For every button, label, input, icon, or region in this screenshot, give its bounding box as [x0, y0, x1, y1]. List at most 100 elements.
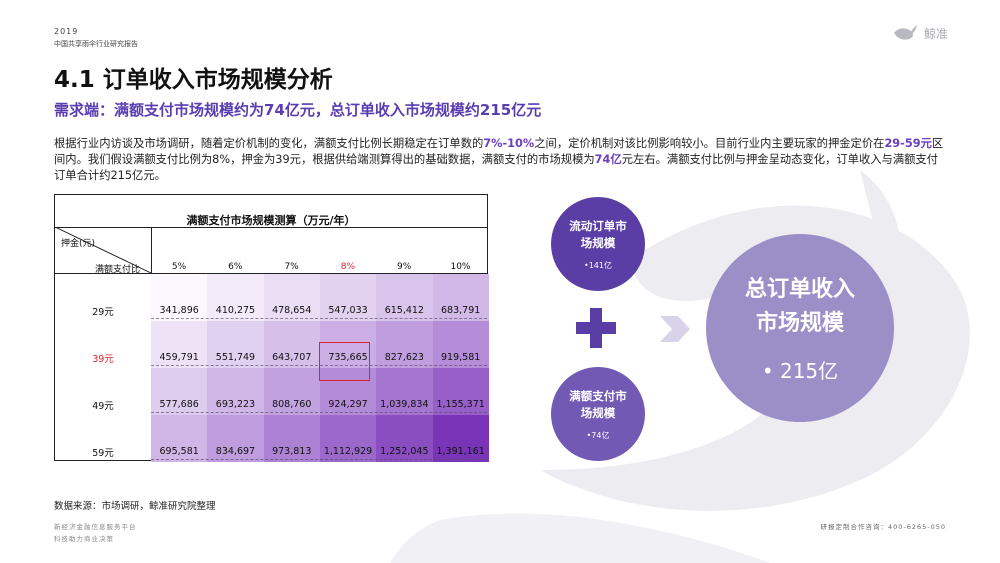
table-cell: 551,749: [215, 352, 256, 363]
table-cell: 1,252,045: [380, 446, 429, 457]
flow-order-market-circle: 流动订单市 场规模 •141亿: [551, 197, 645, 291]
table-cell: 459,791: [159, 352, 199, 363]
heatmap-cell: [319, 368, 377, 415]
highlight-ratio: 7%-10%: [483, 137, 535, 150]
row-header: 49元: [92, 401, 114, 412]
column-header: 7%: [284, 262, 299, 272]
heatmap-cell: [432, 321, 490, 368]
paragraph-text: 元左右。满额支付比例与押金呈动态变化，订单收入与满额支付订单合计约215亿元。: [54, 153, 939, 182]
row-underline: [151, 412, 487, 413]
table-cell: 547,033: [328, 305, 368, 316]
heatmap-cell: [376, 415, 433, 462]
total-order-market-circle: 总订单收入 市场规模 • 215亿: [706, 234, 894, 422]
table-cell: 615,412: [384, 305, 424, 316]
heatmap-cell: [207, 274, 265, 321]
heatmap-cell: [432, 274, 490, 321]
row-underline: [151, 459, 487, 460]
heatmap-cell: [319, 274, 377, 321]
table-cell: 693,223: [215, 399, 256, 410]
table-divider: [55, 273, 487, 274]
table-cell: 834,697: [215, 446, 256, 457]
table-cell: 827,623: [384, 352, 424, 363]
heatmap-cell: [207, 415, 265, 462]
circle-value: •74亿: [586, 430, 610, 440]
paragraph-text: 根据行业内访谈及市场调研，随着定价机制的变化，满额支付比例长期稳定在订单数的: [54, 137, 484, 150]
footer-tagline: 科技助力商业决策: [54, 535, 114, 543]
heatmap-cell: [263, 415, 321, 462]
heatmap-cell: [376, 274, 433, 321]
chevron-right-icon: [660, 316, 690, 342]
row-axis-label: 押金(元): [61, 239, 96, 249]
row-header: 59元: [92, 448, 114, 459]
circle-label: 流动订单市: [569, 218, 627, 233]
heatmap-cell: [263, 321, 321, 368]
table-cell: 924,297: [328, 399, 368, 410]
data-source: 数据来源：市场调研，鲸准研究院整理: [54, 501, 216, 512]
circle-label: 场规模: [580, 235, 616, 250]
heatmap-cell: [376, 368, 433, 415]
highlight-market-size: 74亿: [594, 153, 622, 166]
highlight-cell-box: [319, 342, 370, 381]
row-header: 29元: [92, 307, 114, 318]
circle-label: 满额支付市: [569, 388, 627, 403]
column-axis-label: 满额支付比: [95, 265, 141, 275]
heatmap-cell: [151, 368, 208, 415]
footer-contact: 研报定制合作咨询：400-6265-050: [820, 523, 946, 531]
heatmap-cell: [151, 274, 208, 321]
heatmap-cell: [207, 368, 265, 415]
heatmap-cell: [432, 368, 490, 415]
table-cell: 410,275: [215, 305, 256, 316]
full-payment-market-circle: 满额支付市 场规模 •74亿: [551, 367, 645, 461]
table-cell: 341,896: [159, 305, 199, 316]
table-cell: 808,760: [272, 399, 312, 410]
heatmap-cell: [151, 415, 208, 462]
circle-label: 市场规模: [755, 310, 844, 336]
table-cell: 1,039,834: [380, 399, 429, 410]
circle-value: •141亿: [584, 260, 612, 270]
table-divider: [55, 227, 487, 228]
column-header: 9%: [397, 262, 412, 272]
table-cell: 683,791: [441, 305, 481, 316]
table-cell: 1,155,371: [436, 399, 485, 410]
column-header: 6%: [228, 262, 243, 272]
footer-tagline: 新经济金融信息服务平台: [54, 523, 137, 531]
circle-label: 场规模: [580, 405, 616, 420]
table-cell: 577,686: [159, 399, 199, 410]
highlight-deposit: 29-59元: [884, 137, 932, 150]
table-title: 满额支付市场规模测算（万元/年）: [186, 214, 356, 227]
market-size-table: 满额支付市场规模测算（万元/年） 押金(元) 满额支付比 29元 341,896 4…: [54, 194, 490, 462]
body-paragraph: 根据行业内访谈及市场调研，随着定价机制的变化，满额支付比例长期稳定在订单数的7%…: [54, 136, 949, 184]
table-cell: 478,654: [272, 305, 312, 316]
row-underline: [151, 318, 487, 319]
table-cell: 695,581: [159, 446, 199, 457]
circle-value: • 215亿: [761, 358, 839, 383]
circle-label: 总订单收入: [744, 276, 855, 302]
heatmap-cell: [263, 274, 321, 321]
column-header: 5%: [171, 262, 187, 272]
report-year: 2019: [54, 27, 79, 36]
heatmap-cell: [263, 368, 321, 415]
heatmap-cell: [207, 321, 265, 368]
heatmap-cell: [432, 415, 490, 462]
report-name: 中国共享雨伞行业研究报告: [54, 40, 138, 48]
table-cell: 973,813: [272, 446, 312, 457]
heatmap-cell: [151, 321, 208, 368]
column-header: 10%: [450, 262, 471, 272]
paragraph-text: 之间，定价机制对该比例影响较小。目前行业内主要玩家的押金定价在: [534, 137, 885, 150]
whale-icon: [893, 25, 917, 40]
paragraph-text: 区间内。我们假设满额支付比例为8%，押金为39元，根据供给端测算得出的基础数据，…: [54, 137, 944, 166]
table-cell: 643,707: [272, 352, 312, 363]
column-header: 8%: [340, 262, 356, 272]
heatmap-cell: [376, 321, 433, 368]
heatmap-cell: [319, 321, 377, 368]
table-cell: 1,391,161: [436, 446, 485, 457]
table-cell: 1,112,929: [323, 446, 373, 457]
page-title: 4.1 订单收入市场规模分析: [54, 67, 333, 93]
table-cell: 919,581: [441, 352, 481, 363]
page-subtitle: 需求端：满额支付市场规模约为74亿元，总订单收入市场规模约215亿元: [54, 101, 542, 119]
heatmap-cell: [319, 415, 377, 462]
brand-logo: 鲸准: [892, 24, 948, 42]
row-header: 39元: [92, 354, 114, 365]
table-cell: 735,665: [328, 352, 368, 363]
corner-diagonal: [55, 227, 151, 273]
